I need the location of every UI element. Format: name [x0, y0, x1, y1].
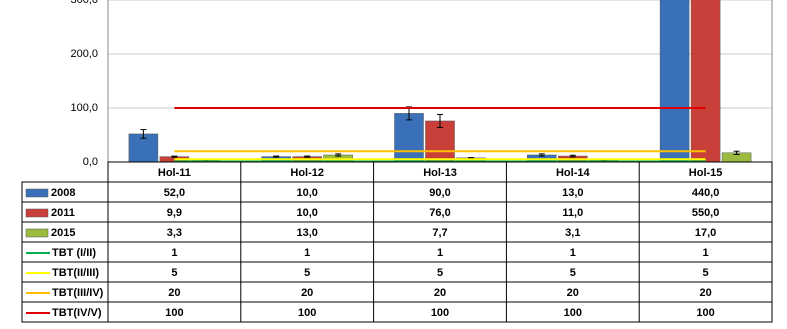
table-cell: 5: [570, 267, 576, 279]
bar: [394, 113, 424, 163]
table-cell: 100: [165, 307, 183, 319]
table-cell: 550,0: [692, 207, 720, 219]
table-cell: 20: [699, 287, 711, 299]
table-cell: 100: [696, 307, 714, 319]
table-cell: 9,9: [167, 207, 182, 219]
legend-label: 2015: [51, 227, 75, 239]
error-bar: [140, 129, 147, 139]
table-cell: 440,0: [692, 187, 720, 199]
error-bar: [171, 155, 178, 158]
x-tick-label: Hol-12: [290, 167, 324, 179]
table-cell: 20: [301, 287, 313, 299]
legend-swatch: [25, 208, 49, 218]
table-frame: [21, 181, 773, 323]
error-bar: [406, 106, 412, 121]
x-tick-label: Hol-15: [689, 167, 723, 179]
table-cell: 1: [703, 247, 709, 259]
table-cell: 10,0: [296, 187, 317, 199]
error-bar: [273, 155, 280, 158]
x-tick-label: Hol-11: [158, 167, 191, 179]
y-tick-label: 0,0: [83, 156, 98, 168]
legend-label: TBT(II/III): [52, 267, 99, 279]
table-cell: 76,0: [429, 207, 450, 219]
x-tick-label: Hol-14: [556, 167, 591, 179]
table-cell: 10,0: [296, 207, 317, 219]
legend-label: TBT(IV/V): [52, 307, 102, 319]
error-bar: [437, 113, 443, 128]
table-cell: 90,0: [429, 187, 450, 199]
y-tick-label: 100,0: [70, 102, 98, 114]
table-cell: 100: [298, 307, 316, 319]
table-cell: 13,0: [562, 187, 583, 199]
legend-label: TBT (I/II): [52, 247, 96, 259]
table-cell: 17,0: [695, 227, 716, 239]
y-tick-label: 300,0: [70, 0, 98, 6]
table-cell: 3,3: [167, 227, 182, 239]
table-cell: 5: [304, 267, 310, 279]
table-cell: 1: [304, 247, 310, 259]
legend-label: 2008: [51, 187, 75, 199]
table-cell: 7,7: [432, 227, 447, 239]
table-cell: 11,0: [562, 207, 583, 219]
legend-label: 2011: [51, 207, 75, 219]
table-cell: 52,0: [164, 187, 185, 199]
error-bar: [335, 153, 342, 157]
error-bar: [468, 157, 474, 159]
legend-swatch: [25, 188, 49, 198]
error-bar: [569, 154, 576, 158]
table-cell: 5: [703, 267, 709, 279]
error-bar: [538, 153, 545, 157]
table-cell: 13,0: [296, 227, 317, 239]
table-cell: 1: [570, 247, 576, 259]
bar: [659, 0, 690, 163]
legend-swatch: [25, 228, 49, 238]
table-cell: 20: [168, 287, 180, 299]
table-cell: 5: [171, 267, 177, 279]
legend-label: TBT(III/IV): [52, 287, 104, 299]
table-cell: 100: [431, 307, 449, 319]
x-tick-label: Hol-13: [423, 167, 457, 179]
table-cell: 20: [434, 287, 446, 299]
table-cell: 5: [437, 267, 443, 279]
table-cell: 1: [437, 247, 443, 259]
y-tick-label: 200,0: [70, 48, 98, 60]
table-cell: 20: [567, 287, 579, 299]
bar: [690, 0, 721, 163]
table-cell: 1: [171, 247, 177, 259]
error-bar: [733, 150, 740, 155]
error-bar: [304, 155, 311, 158]
table-cell: 100: [564, 307, 582, 319]
table-cell: 3,1: [565, 227, 580, 239]
